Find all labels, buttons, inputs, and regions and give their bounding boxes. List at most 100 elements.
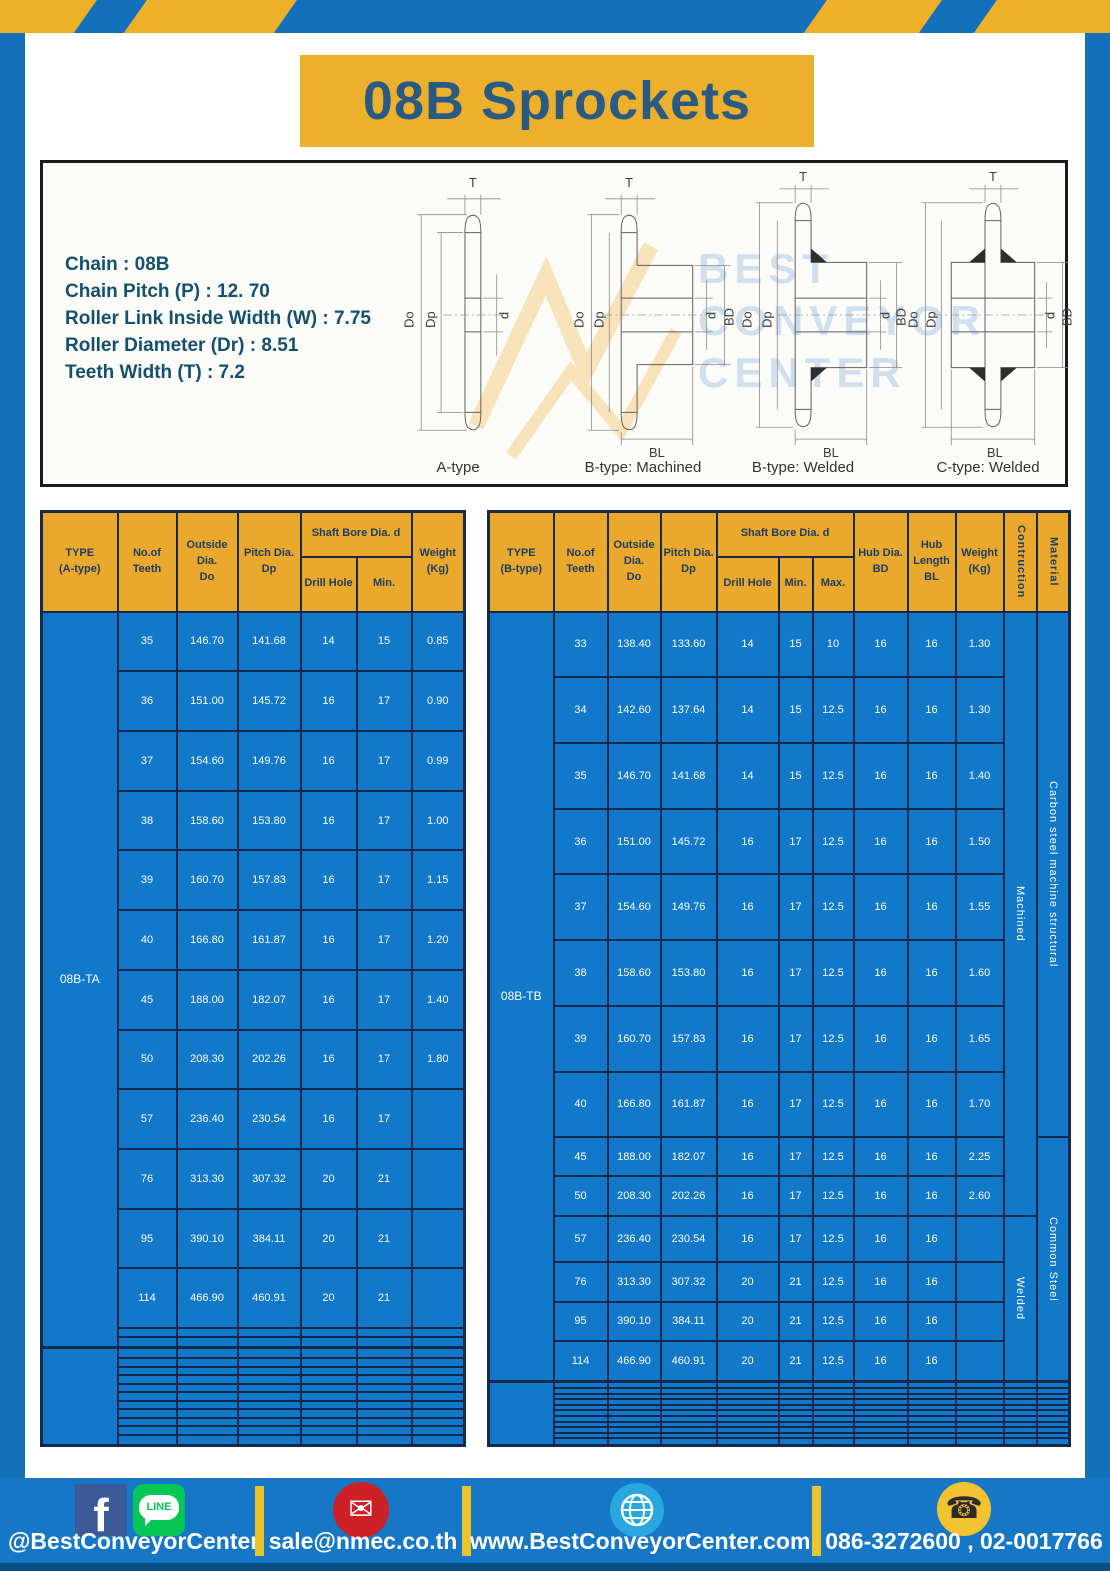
table-cell — [1002, 1437, 1038, 1447]
table-cell: 114 — [552, 1339, 609, 1383]
table-cell — [606, 1379, 662, 1390]
title-banner: 08B Sprockets — [300, 55, 814, 147]
table-cell: 16 — [852, 1214, 909, 1264]
construction-cell: Welded — [1002, 1214, 1038, 1383]
table-cell — [777, 1437, 814, 1447]
table-cell: 12.5 — [811, 741, 855, 810]
table-cell — [236, 1335, 302, 1349]
table-cell: 12.5 — [811, 1214, 855, 1264]
diagram-b-type-machined: T Do Dp d BD BL — [563, 171, 738, 466]
table-cell: 20 — [715, 1339, 780, 1383]
type-label-empty — [487, 1379, 555, 1447]
empty-table-row — [40, 1345, 466, 1447]
table-cell: 21 — [777, 1300, 814, 1342]
col-header-drill-hole: Drill Hole — [299, 555, 358, 613]
col-header-pitch-dia: Pitch Dia. Dp — [236, 510, 302, 613]
table-cell: 230.54 — [659, 1214, 718, 1264]
table-cell — [116, 1416, 178, 1428]
type-label: 08B-TA — [40, 610, 119, 1349]
dim-label-bl: BL — [649, 445, 665, 460]
table-cell — [175, 1408, 239, 1419]
table-cell — [552, 1437, 609, 1447]
table-cell: 12.5 — [811, 1300, 855, 1342]
empty-table-row — [489, 1437, 1071, 1447]
table-cell: 16 — [299, 968, 358, 1031]
table-cell: 17 — [355, 968, 413, 1031]
table-cell: 208.30 — [606, 1175, 662, 1217]
table-cell: 17 — [777, 807, 814, 876]
table-cell: 153.80 — [236, 789, 302, 852]
table-cell: 95 — [116, 1207, 178, 1270]
table-cell: 14 — [715, 610, 780, 679]
table-cell: 16 — [299, 670, 358, 732]
diagram-c-type-welded: T Do Dp d BD BL — [903, 169, 1074, 466]
table-cell — [299, 1365, 358, 1376]
table-cell: 236.40 — [175, 1088, 239, 1150]
spec-line: Roller Diameter (Dr) : 8.51 — [65, 335, 299, 356]
table-cell: 16 — [906, 1175, 957, 1217]
table-cell: 40 — [552, 1070, 609, 1139]
table-cell — [410, 1345, 466, 1359]
table-cell — [236, 1382, 302, 1394]
table-cell: 390.10 — [175, 1207, 239, 1270]
table-cell — [299, 1399, 358, 1411]
table-cell — [116, 1425, 178, 1436]
table-row: 57 236.40 230.54 16 17 12.5 16 16 Welded — [489, 1214, 1070, 1383]
col-header-shaft-bore-group: Shaft Bore Dia. d — [715, 510, 855, 558]
col-header-type: TYPE (A-type) — [40, 510, 119, 613]
top-decorative-band — [0, 0, 1110, 33]
table-cell: 35 — [116, 610, 178, 673]
table-cell: 151.00 — [606, 807, 662, 876]
table-cell: 14 — [715, 676, 780, 744]
table-cell — [299, 1357, 358, 1368]
table-cell: 182.07 — [659, 1136, 718, 1178]
table-cell: 76 — [116, 1147, 178, 1210]
dim-label-do: Do — [905, 311, 920, 328]
table-cell — [355, 1425, 413, 1436]
table-cell: 16 — [906, 1214, 957, 1264]
decorative-stripe — [118, 0, 302, 33]
col-header-max: Max. — [811, 555, 855, 613]
table-cell: 12.5 — [811, 807, 855, 876]
table-cell: 15 — [777, 676, 814, 744]
table-cell — [355, 1408, 413, 1419]
table-cell — [299, 1335, 358, 1349]
table-cell: 16 — [906, 939, 957, 1007]
table-cell: 35 — [552, 741, 609, 810]
table-cell: 16 — [906, 807, 957, 876]
table-cell: 1.55 — [954, 873, 1005, 942]
table-cell — [355, 1374, 413, 1385]
table-cell — [236, 1357, 302, 1368]
table-cell — [954, 1300, 1005, 1342]
table-cell — [1002, 1379, 1038, 1390]
watermark-line: CONVEYOR — [698, 297, 987, 344]
table-row: 40 166.80 161.87 16 17 12.5 16 16 1.70 — [489, 1070, 1070, 1139]
col-header-weight: Weight (Kg) — [410, 510, 466, 613]
table-cell — [410, 1327, 466, 1338]
empty-table-row — [42, 1433, 466, 1447]
empty-table-row — [42, 1374, 466, 1385]
diagram-caption: B-type: Welded — [751, 459, 855, 476]
table-cell: 133.60 — [659, 610, 718, 679]
table-cell: 313.30 — [175, 1147, 239, 1210]
table-cell: 15 — [777, 741, 814, 810]
table-cell: 16 — [299, 1028, 358, 1091]
spec-line: Chain : 08B — [65, 254, 170, 275]
table-cell — [175, 1391, 239, 1402]
dim-label-bl: BL — [987, 445, 1003, 460]
table-cell: 151.00 — [175, 670, 239, 732]
watermark-line: BEST — [698, 245, 835, 292]
table-cell: 141.68 — [659, 741, 718, 810]
table-cell: 16 — [715, 1175, 780, 1217]
table-cell: 16 — [715, 1070, 780, 1139]
table-cell — [236, 1365, 302, 1376]
table-row: 08B-TB 33 138.40 133.60 14 15 10 16 16 1.30 Machin… — [487, 610, 1071, 1383]
table-row: 35 146.70 141.68 14 15 12.5 16 16 1.40 — [489, 741, 1070, 810]
table-cell: 16 — [299, 729, 358, 792]
table-cell: 16 — [852, 1261, 909, 1303]
table-row: 37 154.60 149.76 16 17 0.99 — [42, 729, 466, 792]
table-cell: 16 — [906, 1070, 957, 1139]
table-cell — [299, 1374, 358, 1385]
decorative-stripe — [0, 0, 102, 33]
table-cell — [410, 1416, 466, 1428]
